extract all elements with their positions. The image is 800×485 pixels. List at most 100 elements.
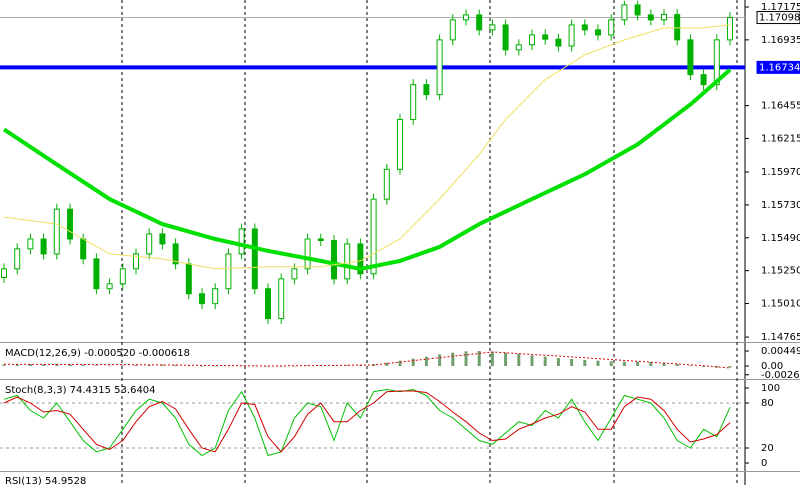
macd-bar: [609, 361, 613, 366]
y-tick-label: -0.002628: [761, 370, 800, 381]
y-tick-label: 1.15730: [761, 200, 800, 211]
macd-bar: [2, 364, 6, 366]
candle-body: [146, 233, 153, 255]
macd-bar: [636, 361, 640, 366]
price-label: 1.16734: [759, 62, 800, 73]
y-tick-label: 1.15250: [761, 266, 800, 277]
candle-body: [647, 14, 654, 21]
moving-average: [2, 68, 732, 271]
y-tick-label: 1.16215: [761, 133, 800, 144]
stoch-line: [3, 390, 731, 453]
candle-body: [199, 293, 205, 305]
y-tick-label: 1.15010: [761, 299, 800, 310]
y-tick-label: 1.17175: [761, 2, 800, 13]
candle-body: [67, 208, 73, 240]
macd-bar: [688, 365, 692, 367]
candle-body: [489, 24, 496, 31]
macd-bar: [490, 351, 494, 366]
y-tick-label: 1.16935: [761, 35, 800, 46]
macd-bar: [702, 366, 706, 367]
macd-bar: [108, 365, 112, 367]
macd-bar: [187, 365, 191, 367]
candle-body: [93, 258, 100, 290]
candle-body: [212, 288, 219, 305]
candle-body: [238, 228, 245, 255]
candle-body: [106, 283, 113, 290]
macd-bar: [662, 362, 666, 366]
macd-bar: [81, 364, 85, 366]
macd-bar: [200, 366, 204, 367]
candle-body: [53, 208, 60, 255]
macd-bar: [385, 362, 389, 366]
candle-body: [357, 243, 364, 275]
macd-bar: [174, 365, 178, 366]
macd-bar: [398, 360, 402, 366]
candle-body: [172, 243, 179, 265]
macd-bar: [517, 354, 521, 366]
candle-body: [713, 39, 720, 86]
candle-body: [581, 24, 588, 31]
macd-bar: [424, 356, 428, 366]
candle-body: [674, 14, 681, 41]
macd-bar: [583, 360, 587, 366]
macd-bar: [464, 351, 468, 366]
candle-body: [185, 263, 192, 295]
macd-bar: [675, 364, 679, 366]
candle-body: [687, 39, 694, 76]
y-tick-label: 20: [761, 443, 774, 454]
macd-bar: [28, 364, 32, 366]
macd-bar: [438, 354, 442, 366]
price-label: 1.17098: [759, 13, 800, 24]
macd-bar: [543, 356, 547, 366]
y-tick-label: 80: [761, 398, 774, 409]
candle-body: [317, 238, 324, 242]
macd-bar: [556, 358, 560, 366]
candle-body: [278, 278, 285, 320]
candle-body: [700, 74, 707, 86]
candle-body: [595, 29, 601, 36]
candle-body: [423, 84, 430, 96]
macd-bar: [570, 359, 574, 366]
macd-bar: [292, 366, 296, 367]
candle-body: [436, 39, 443, 96]
candle-body: [265, 288, 271, 320]
candle-body: [383, 168, 390, 200]
macd-bar: [306, 365, 310, 366]
candle-body: [119, 268, 126, 285]
y-tick-label: 1.15490: [761, 233, 800, 244]
macd-bar: [715, 366, 719, 368]
candle-body: [397, 118, 403, 170]
candle-body: [542, 34, 549, 40]
macd-bar: [68, 364, 72, 366]
candle-body: [476, 14, 483, 31]
candle-body: [225, 253, 232, 290]
candle-body: [40, 238, 47, 255]
pane-title: MACD(12,26,9) -0.000520 -0.000618: [5, 348, 190, 359]
macd-bar: [411, 358, 415, 366]
candle-body: [251, 228, 258, 290]
y-tick-label: 0.004497: [761, 346, 800, 357]
moving-average: [3, 24, 731, 270]
price-label-box: [756, 60, 800, 74]
candle-body: [555, 38, 562, 47]
candle-body: [80, 238, 87, 260]
candle-body: [370, 198, 377, 275]
macd-bar: [94, 365, 98, 366]
macd-bar: [213, 366, 217, 367]
candle-body: [608, 19, 615, 36]
macd-bar: [530, 355, 534, 366]
macd-bar: [596, 360, 600, 366]
candle-body: [133, 253, 139, 270]
y-tick-label: 1.15970: [761, 167, 800, 178]
candle-body: [304, 238, 311, 270]
candle-body: [291, 268, 298, 280]
candle-body: [515, 44, 522, 51]
candle-body: [344, 243, 351, 280]
macd-bar: [121, 365, 125, 366]
macd-bar: [253, 365, 257, 367]
candle-body: [463, 14, 469, 21]
candle-body: [14, 248, 21, 270]
candle-body: [529, 34, 535, 46]
pane-title: Stoch(8,3,3) 74.4315 53.6404: [5, 385, 156, 396]
